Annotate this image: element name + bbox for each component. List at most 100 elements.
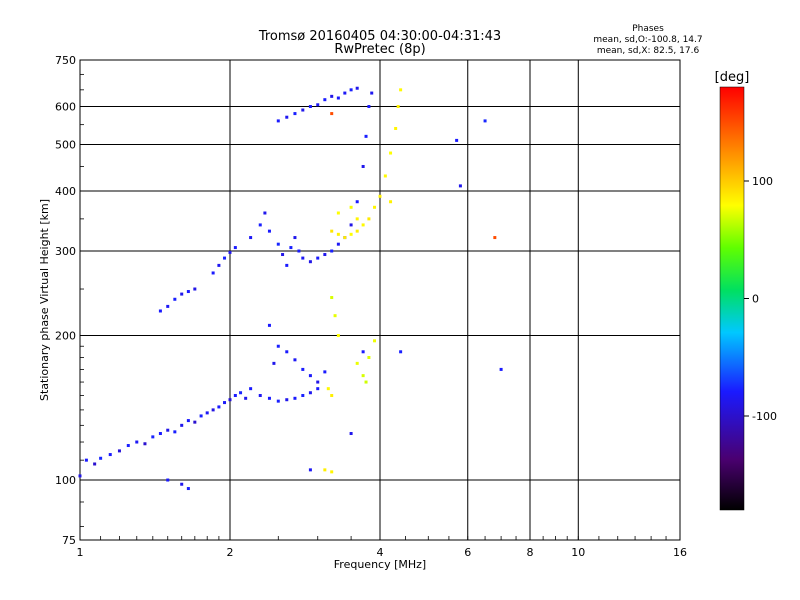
x-tick-label: 4 <box>377 546 384 559</box>
o-mode-point <box>330 94 334 98</box>
o-mode-point <box>301 394 305 398</box>
o-mode-point <box>249 236 253 240</box>
o-mode-point <box>455 138 459 142</box>
o-mode-point <box>499 367 503 371</box>
x-mode-point <box>399 88 403 92</box>
x-mode-point <box>336 232 340 236</box>
o-mode-point <box>285 115 289 119</box>
y-axis-label: Stationary phase Virtual Height [km] <box>38 199 51 401</box>
o-mode-point <box>158 309 162 313</box>
o-mode-point <box>316 387 320 391</box>
o-mode-point <box>267 323 271 327</box>
stats-title: Phases <box>632 24 664 34</box>
y-tick-label: 750 <box>55 54 76 67</box>
x-mode-point <box>349 232 353 236</box>
o-mode-point <box>323 370 327 374</box>
o-mode-point <box>370 91 374 95</box>
x-mode-point <box>330 394 334 398</box>
o-mode-point <box>330 249 334 253</box>
x-mode-point <box>493 236 497 240</box>
x-mode-point <box>326 387 330 391</box>
o-mode-point <box>361 164 365 168</box>
o-mode-point <box>173 430 177 434</box>
o-mode-point <box>364 134 368 138</box>
x-mode-point <box>383 174 387 178</box>
o-mode-point <box>349 223 353 227</box>
o-mode-point <box>211 271 215 275</box>
stats-x-mode: mean, sd,X: 82.5, 17.6 <box>597 46 700 56</box>
o-mode-point <box>276 399 280 403</box>
o-mode-point <box>458 184 462 188</box>
o-mode-point <box>301 108 305 112</box>
grid-lines <box>80 60 680 540</box>
colorbar-ticks: 100 0 -100 <box>744 175 777 423</box>
o-mode-point <box>483 119 487 123</box>
chart-title: Tromsø 20160405 04:30:00-04:31:43 <box>258 29 501 44</box>
o-mode-point <box>126 444 130 448</box>
o-mode-point <box>249 387 253 391</box>
o-mode-point <box>211 408 215 412</box>
x-mode-point <box>396 105 400 109</box>
o-mode-point <box>308 105 312 109</box>
o-mode-point <box>180 292 184 296</box>
x-tick-label: 8 <box>527 546 534 559</box>
o-mode-point <box>193 287 197 291</box>
x-tick-label: 6 <box>464 546 471 559</box>
o-mode-point <box>199 414 203 418</box>
o-mode-point <box>239 391 243 395</box>
o-mode-point <box>166 478 170 482</box>
o-mode-point <box>316 380 320 384</box>
x-mode-point <box>355 361 359 365</box>
x-tick-label: 1 <box>77 546 84 559</box>
o-mode-point <box>217 405 221 409</box>
x-mode-point <box>367 217 371 221</box>
colorbar-tick-label: 100 <box>752 175 773 188</box>
o-mode-point <box>258 394 262 398</box>
o-mode-point <box>151 435 155 439</box>
o-mode-point <box>367 105 371 109</box>
o-mode-point <box>276 119 280 123</box>
x-mode-point <box>361 223 365 227</box>
o-mode-point <box>336 242 340 246</box>
o-mode-point <box>276 344 280 348</box>
o-mode-point <box>281 253 285 257</box>
o-mode-point <box>223 256 227 260</box>
o-mode-point <box>173 297 177 301</box>
o-mode-point <box>308 391 312 395</box>
o-mode-point <box>263 211 267 215</box>
o-mode-point <box>135 440 139 444</box>
o-mode-point <box>336 96 340 100</box>
x-tick-label: 10 <box>571 546 585 559</box>
x-mode-point <box>330 112 334 116</box>
o-mode-point <box>93 462 97 466</box>
y-tick-label: 500 <box>55 139 76 152</box>
x-mode-point <box>330 229 334 233</box>
o-mode-point <box>285 350 289 354</box>
o-mode-point <box>293 236 297 240</box>
x-mode-point <box>394 126 398 130</box>
x-mode-point <box>367 355 371 359</box>
axis-ticks: 1 2 4 6 8 10 16 75 100 200 300 400 500 600 750 <box>55 54 687 559</box>
o-mode-point <box>186 419 190 423</box>
o-mode-point <box>78 474 82 478</box>
x-mode-point <box>373 205 377 209</box>
y-tick-label: 100 <box>55 474 76 487</box>
o-mode-point <box>267 396 271 400</box>
data-points <box>78 86 503 491</box>
o-mode-point <box>143 442 147 446</box>
x-mode-point <box>330 470 334 474</box>
x-mode-point <box>323 468 327 472</box>
o-mode-point <box>228 398 232 402</box>
o-mode-point <box>228 250 232 254</box>
o-mode-point <box>289 246 293 250</box>
o-mode-point <box>316 103 320 107</box>
o-mode-point <box>355 86 359 90</box>
o-mode-point <box>223 401 227 405</box>
x-tick-label: 16 <box>673 546 687 559</box>
colorbar-tick-label: -100 <box>752 410 777 423</box>
x-mode-point <box>349 205 353 209</box>
o-mode-point <box>323 98 327 102</box>
y-tick-label: 200 <box>55 330 76 343</box>
o-mode-point <box>186 290 190 294</box>
